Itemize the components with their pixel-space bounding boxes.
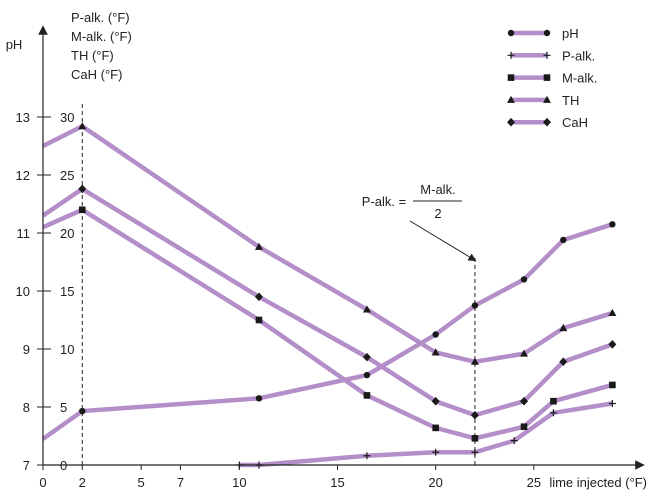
data-point-th	[362, 305, 371, 313]
legend-marker-right-p-alk	[543, 51, 551, 59]
legend-marker-right-ph	[543, 29, 551, 37]
x-tick-label: 0	[39, 475, 46, 490]
y-tick-label-ph: 13	[16, 110, 30, 125]
y-axis-title-alk: M-alk. (°F)	[71, 29, 132, 44]
legend-label-ph: pH	[562, 26, 579, 41]
series-line-ph	[41, 222, 614, 441]
y-tick-label-ph: 9	[23, 342, 30, 357]
data-point-m-alk	[78, 206, 86, 214]
x-tick-label: 7	[177, 475, 184, 490]
data-point-ph	[560, 236, 567, 244]
data-point-p-alk	[471, 448, 479, 456]
data-point-cah	[470, 410, 479, 420]
data-point-m-alk	[609, 381, 616, 389]
data-point-p-alk	[510, 437, 518, 445]
legend-marker-left-m-alk	[507, 74, 515, 81]
annotation-arrow	[409, 220, 477, 262]
legend-label-p-alk: P-alk.	[562, 48, 595, 63]
data-point-th	[608, 308, 617, 317]
y-tick-label-ph: 7	[23, 458, 30, 473]
data-point-cah	[254, 292, 263, 302]
data-point-ph	[79, 407, 86, 415]
legend-marker-left-ph	[507, 29, 515, 37]
y-tick-label-ph: 12	[16, 168, 30, 183]
y-tick-label-alk: 20	[60, 226, 74, 241]
data-point-p-alk	[432, 448, 440, 456]
annotation-prefix: P-alk. =	[362, 194, 406, 209]
y-tick-label-alk: 15	[60, 284, 74, 299]
data-point-cah	[78, 184, 87, 194]
y-tick-label-alk: 10	[60, 342, 74, 357]
annotation-denominator: 2	[434, 206, 441, 221]
legend-marker-right-th	[543, 95, 551, 103]
data-point-p-alk	[608, 400, 616, 408]
legend-marker-left-p-alk	[507, 51, 515, 59]
x-tick-label: 2	[79, 475, 86, 490]
data-point-cah	[431, 396, 440, 406]
data-point-m-alk	[550, 397, 557, 405]
y-tick-label-alk: 25	[60, 168, 74, 183]
y-tick-label-alk: 5	[60, 400, 67, 415]
series-line-p-alk	[239, 401, 613, 468]
y-axis-title-ph: pH	[6, 37, 23, 52]
data-point-m-alk	[471, 435, 479, 442]
y-tick-label-alk: 30	[60, 110, 74, 125]
legend-marker-right-cah	[543, 117, 551, 127]
data-point-th	[254, 242, 263, 250]
series-line-cah	[41, 186, 614, 418]
data-point-p-alk	[549, 409, 557, 417]
data-point-p-alk	[235, 461, 243, 469]
y-axis-title-alk: TH (°F)	[71, 48, 114, 63]
x-tick-label: 10	[232, 475, 246, 490]
legend-label-m-alk: M-alk.	[562, 71, 597, 86]
data-point-m-alk	[363, 392, 371, 399]
data-point-ph	[432, 331, 439, 338]
data-point-m-alk	[520, 423, 528, 431]
data-point-ph	[609, 221, 616, 228]
data-point-ph	[255, 395, 263, 402]
data-point-cah	[520, 396, 529, 406]
legend-marker-left-cah	[507, 117, 515, 127]
x-tick-label: 25	[527, 475, 541, 490]
legend-marker-left-th	[507, 95, 515, 103]
data-point-ph	[520, 276, 528, 283]
data-point-cah	[362, 352, 371, 362]
legend-label-th: TH	[562, 93, 579, 108]
annotation-numerator: M-alk.	[420, 182, 455, 197]
x-tick-label: 5	[138, 475, 145, 490]
y-axis-title-alk: P-alk. (°F)	[71, 10, 130, 25]
data-point-cah	[559, 357, 568, 367]
data-point-th	[559, 323, 568, 332]
data-point-th	[520, 349, 529, 357]
y-tick-label-alk: 0	[60, 458, 67, 473]
data-point-m-alk	[432, 424, 439, 432]
data-point-p-alk	[255, 461, 263, 469]
x-tick-label: 20	[428, 475, 442, 490]
data-point-m-alk	[255, 316, 263, 324]
series-line-m-alk	[42, 207, 613, 441]
x-axis-title: lime injected (°F)	[549, 475, 647, 490]
data-point-p-alk	[363, 452, 371, 460]
data-point-th	[470, 357, 479, 365]
series-line-th	[41, 124, 614, 365]
y-tick-label-ph: 11	[17, 226, 31, 241]
data-point-ph	[363, 371, 371, 379]
data-point-ph	[471, 302, 479, 309]
x-tick-label: 15	[330, 475, 344, 490]
y-tick-label-ph: 10	[16, 284, 30, 299]
data-point-cah	[608, 340, 617, 349]
legend-label-cah: CaH	[562, 115, 588, 130]
y-tick-label-ph: 8	[23, 400, 30, 415]
legend-marker-right-m-alk	[543, 74, 551, 81]
data-point-th	[431, 348, 440, 356]
y-axis-title-alk: CaH (°F)	[71, 67, 122, 82]
data-point-th	[78, 122, 87, 130]
